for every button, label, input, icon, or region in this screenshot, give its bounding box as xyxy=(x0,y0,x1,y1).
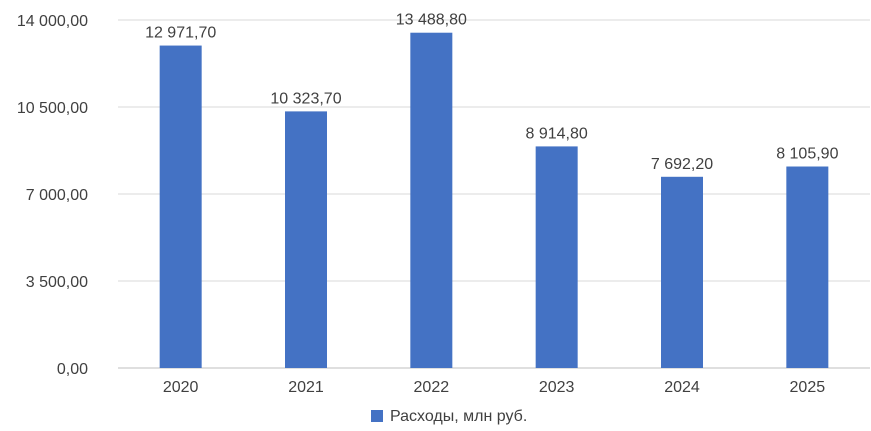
x-axis-ticks: 2020 2021 2022 2023 2024 2025 xyxy=(163,379,825,396)
bar xyxy=(661,176,703,368)
data-labels: 12 971,70 10 323,70 13 488,80 8 914,80 7 692… xyxy=(145,12,839,173)
y-tick-label: 0,00 xyxy=(57,361,88,378)
y-tick-label: 10 500,00 xyxy=(17,100,88,117)
legend-label: Расходы, млн руб. xyxy=(390,408,527,425)
x-tick-label: 2022 xyxy=(414,379,450,396)
data-label: 8 105,90 xyxy=(776,146,838,163)
bar xyxy=(786,166,829,368)
data-label: 12 971,70 xyxy=(145,25,216,42)
bar xyxy=(285,111,327,368)
data-label: 7 692,20 xyxy=(651,156,713,173)
bar xyxy=(535,146,578,368)
y-tick-label: 3 500,00 xyxy=(26,274,88,291)
bars xyxy=(159,32,829,368)
y-tick-label: 14 000,00 xyxy=(17,13,88,30)
legend-swatch xyxy=(371,410,383,422)
legend: Расходы, млн руб. xyxy=(371,408,527,425)
x-tick-label: 2023 xyxy=(539,379,575,396)
x-tick-label: 2025 xyxy=(790,379,826,396)
y-axis-ticks: 0,00 3 500,00 7 000,00 10 500,00 14 000,00 xyxy=(17,13,88,378)
data-label: 10 323,70 xyxy=(270,90,341,107)
data-label: 13 488,80 xyxy=(396,12,467,29)
x-tick-label: 2020 xyxy=(163,379,199,396)
gridlines xyxy=(118,19,870,369)
y-tick-label: 7 000,00 xyxy=(26,187,88,204)
bar xyxy=(410,32,453,368)
x-tick-label: 2021 xyxy=(288,379,324,396)
x-tick-label: 2024 xyxy=(664,379,700,396)
bar xyxy=(159,45,202,368)
data-label: 8 914,80 xyxy=(526,125,588,142)
